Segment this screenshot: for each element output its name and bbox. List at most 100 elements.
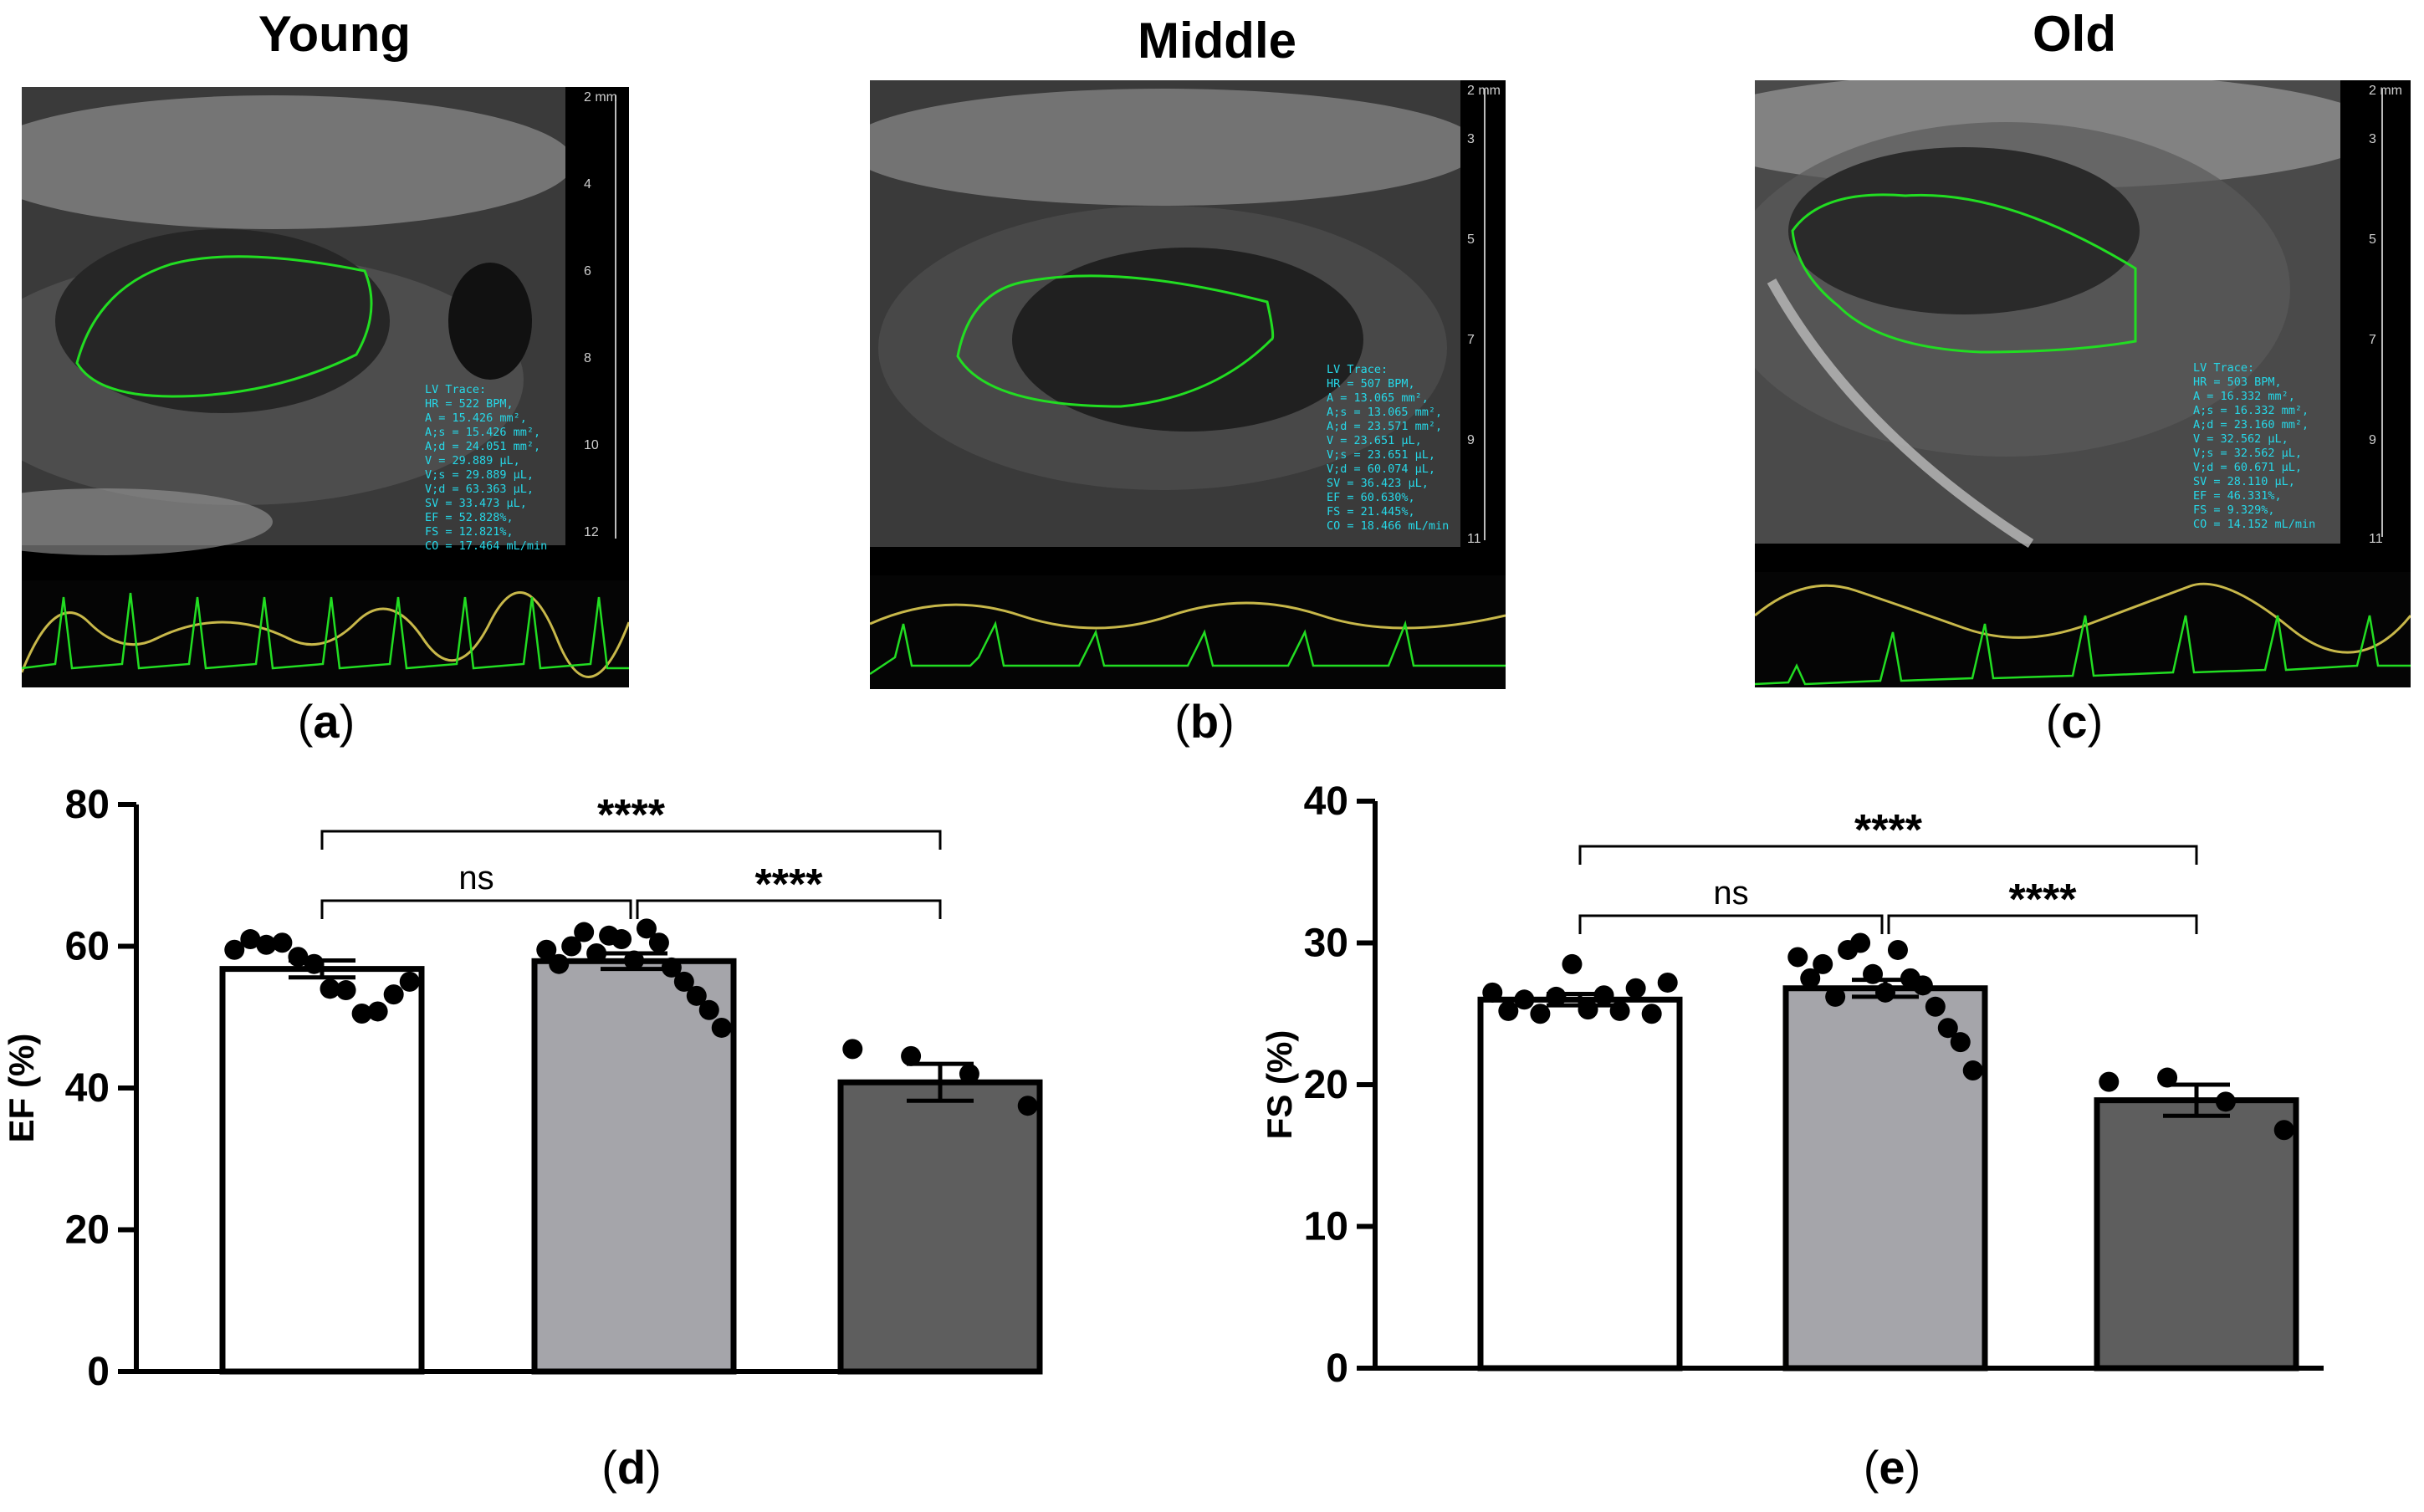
y-tick-label: 60 [65,925,110,969]
x-tick-label: Old [907,1395,974,1397]
data-point [1609,1000,1630,1021]
measurement-line: CO = 17.464 mL/min [425,539,548,553]
measurements-header-young: LV Trace: [425,383,487,396]
measurement-line: V;d = 60.074 µL, [1327,462,1436,476]
depth-tick: 10 [584,438,599,452]
significance-label: **** [1854,806,1923,855]
measurement-line: V = 32.562 µL, [2193,432,2288,446]
data-point [901,1045,922,1066]
panel-a-title: Young [258,6,412,62]
measurement-line: CO = 14.152 mL/min [2193,518,2316,531]
y-tick-label: 0 [1326,1346,1348,1391]
significance-bracket [1578,914,1884,934]
data-point [673,971,694,992]
measurement-line: V;s = 29.889 µL, [425,468,534,482]
depth-tick: 5 [1467,232,1475,247]
measurement-line: HR = 522 BPM, [425,397,514,411]
depth-tick: 8 [584,351,591,365]
panel-label-d: (d) [601,1441,662,1494]
data-point [383,984,404,1005]
y-tick-label: 80 [65,783,110,827]
significance-bracket [320,899,632,919]
data-point [1950,1032,1971,1053]
depth-tick: 3 [2369,132,2376,146]
data-point [1514,989,1535,1010]
y-axis-label: FS (%) [1260,1030,1299,1140]
x-tick-label: Middle [570,1395,698,1397]
data-point [636,918,657,939]
panel-label-c: (c) [2045,695,2104,748]
data-point [1482,982,1503,1003]
measurement-line: SV = 28.110 µL, [2193,475,2295,488]
echo-svg-young [22,87,629,687]
x-tick-label: Old [2163,1392,2230,1397]
y-tick-label: 30 [1304,922,1348,966]
data-point [320,978,340,999]
significance-bracket [1578,845,2198,865]
measurements-header-middle: LV Trace: [1327,363,1388,376]
echo-svg-middle [870,80,1506,689]
fs-bar-chart: 0 10 20 30 40 FS (%) Young Middle Old **** ns **** [1260,779,2324,1397]
depth-tick: 2 mm [1467,84,1501,98]
significance-label: ns [1713,875,1748,912]
measurement-line: FS = 9.329%, [2193,503,2275,517]
panel-c-title: Old [2033,6,2116,62]
data-point [1562,953,1583,974]
panel-label-b: (b) [1174,695,1235,748]
significance-label: ns [458,860,493,896]
data-point [1625,978,1646,999]
x-tick-label: Young [261,1395,383,1397]
data-point [1887,939,1908,960]
data-point [1498,1000,1519,1021]
data-point [1962,1060,1983,1081]
significance-label: **** [2009,876,2078,924]
bar-old [2094,1097,2299,1372]
data-point [1850,932,1871,953]
data-point [256,934,277,955]
data-point [240,929,261,950]
depth-tick: 9 [2369,433,2376,447]
data-point [304,953,325,974]
x-tick-label: Young [1519,1392,1641,1397]
data-point [698,999,719,1020]
measurements-header-old: LV Trace: [2193,361,2255,375]
data-point [1530,1004,1551,1024]
significance-bracket [636,899,942,919]
data-point [272,932,293,953]
significance-label: **** [597,791,666,840]
echo-image-young: LV Trace: HR = 522 BPM, A = 15.426 mm², … [22,87,629,687]
data-point [711,1017,732,1038]
bar-middle [1782,985,1988,1372]
data-point [2157,1067,2178,1088]
data-point [1593,985,1614,1006]
depth-tick: 3 [1467,132,1475,146]
measurement-line: A = 13.065 mm², [1327,391,1429,405]
measurement-line: SV = 36.423 µL, [1327,477,1429,490]
echo-image-middle: LV Trace: HR = 507 BPM, A = 13.065 mm², … [870,80,1506,689]
depth-tick: 5 [2369,232,2376,247]
data-point [2215,1091,2236,1112]
measurement-line: A;s = 13.065 mm², [1327,406,1443,419]
measurement-line: V;d = 63.363 µL, [425,483,534,496]
y-axis-label: EF (%) [2,1034,41,1143]
depth-tick: 7 [1467,333,1475,347]
data-point [1863,963,1884,984]
depth-tick: 6 [584,264,591,278]
bar-old [837,1079,1043,1375]
data-point [335,980,356,1001]
x-tick-label: Middle [1822,1392,1949,1397]
measurement-line: V;s = 23.651 µL, [1327,448,1436,462]
measurement-line: FS = 12.821%, [425,525,514,539]
measurement-line: A = 15.426 mm², [425,411,527,425]
data-point [351,1004,372,1024]
data-point [561,936,582,957]
y-tick-label: 10 [1304,1205,1348,1249]
data-point [624,950,644,971]
data-point [399,971,420,992]
data-point [536,939,557,960]
data-point [661,957,682,978]
depth-tick: 9 [1467,433,1475,447]
data-point [574,922,595,942]
measurement-line: V = 23.651 µL, [1327,434,1422,447]
y-tick-label: 40 [65,1066,110,1111]
